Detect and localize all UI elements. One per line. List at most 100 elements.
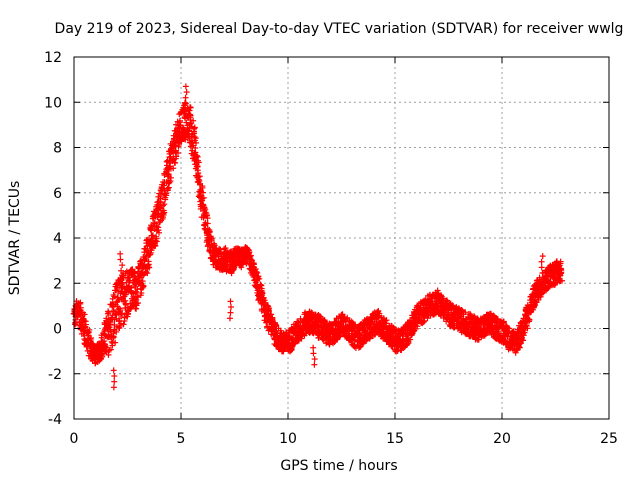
- data-point: [227, 298, 234, 305]
- data-point: [163, 158, 170, 165]
- data-point: [228, 304, 235, 311]
- data-point: [110, 291, 117, 298]
- x-tick-label: 15: [386, 431, 404, 447]
- x-tick-label: 10: [279, 431, 297, 447]
- data-point: [85, 328, 92, 335]
- data-point: [538, 264, 545, 271]
- data-point: [121, 317, 128, 324]
- data-point: [105, 351, 112, 358]
- data-point: [132, 305, 139, 312]
- y-tick-label: 0: [53, 322, 62, 338]
- x-tick-label: 20: [493, 431, 511, 447]
- data-point: [112, 339, 119, 346]
- data-point: [147, 249, 154, 256]
- y-tick-label: 8: [53, 141, 62, 157]
- data-point: [141, 256, 148, 263]
- data-point: [143, 268, 150, 275]
- y-axis-label: SDTVAR / TECUs: [7, 181, 23, 296]
- data-point: [157, 195, 164, 202]
- data-point: [113, 328, 120, 335]
- data-point: [538, 258, 545, 265]
- data-point: [182, 83, 189, 90]
- data-point: [114, 298, 121, 305]
- data-point: [161, 201, 168, 208]
- data-point: [310, 344, 317, 351]
- data-point: [77, 299, 84, 306]
- data-point: [160, 207, 167, 214]
- x-tick-label: 0: [70, 431, 79, 447]
- x-tick-label: 25: [600, 431, 618, 447]
- data-point: [162, 190, 169, 197]
- data-point: [140, 283, 147, 290]
- data-point: [82, 318, 89, 325]
- data-point: [311, 356, 318, 363]
- data-point: [160, 202, 167, 209]
- data-point: [148, 247, 155, 254]
- data-point: [117, 311, 124, 318]
- data-point: [82, 323, 89, 330]
- data-point: [132, 290, 139, 297]
- data-point: [123, 313, 130, 320]
- chart-title: Day 219 of 2023, Sidereal Day-to-day VTE…: [55, 21, 624, 37]
- data-point: [117, 276, 124, 283]
- data-point: [153, 238, 160, 245]
- data-point: [120, 321, 127, 328]
- y-tick-label: -4: [48, 412, 62, 428]
- data-point: [165, 171, 172, 178]
- data-point: [226, 315, 233, 322]
- data-point: [145, 261, 152, 268]
- data-point: [172, 159, 179, 166]
- data-point: [81, 311, 88, 318]
- data-point: [162, 194, 169, 201]
- y-tick-label: -2: [48, 367, 62, 383]
- x-axis-label: GPS time / hours: [280, 458, 397, 474]
- data-point: [99, 353, 106, 360]
- data-point: [167, 174, 174, 181]
- data-point: [98, 334, 105, 341]
- data-point: [173, 153, 180, 160]
- data-point: [170, 165, 177, 172]
- data-point: [139, 278, 146, 285]
- data-point: [110, 384, 117, 391]
- data-point: [115, 296, 122, 303]
- data-point: [125, 274, 132, 281]
- data-point: [133, 302, 140, 309]
- data-point: [111, 378, 118, 385]
- data-point: [133, 288, 140, 295]
- data-point: [107, 346, 114, 353]
- data-point: [105, 309, 112, 316]
- data-point: [111, 373, 118, 380]
- y-tick-label: 10: [44, 95, 62, 111]
- data-point: [107, 319, 114, 326]
- data-point: [172, 143, 179, 150]
- y-tick-label: 12: [44, 50, 62, 66]
- data-point: [146, 237, 153, 244]
- axis-ticks: 0 5 10 15 20 25 -4 -2 0 2 4 6 8 10 12: [44, 50, 618, 447]
- data-point: [133, 293, 140, 300]
- data-point: [117, 250, 124, 257]
- data-point: [167, 163, 174, 170]
- data-point: [164, 185, 171, 192]
- data-point: [109, 342, 116, 349]
- data-points: [70, 83, 565, 391]
- data-point: [110, 333, 117, 340]
- data-point: [310, 350, 317, 357]
- data-point: [156, 229, 163, 236]
- data-point: [77, 304, 84, 311]
- x-tick-label: 5: [177, 431, 186, 447]
- data-point: [165, 184, 172, 191]
- data-point: [118, 310, 125, 317]
- data-point: [119, 262, 126, 269]
- data-point: [166, 179, 173, 186]
- data-point: [539, 253, 546, 260]
- data-point: [142, 255, 149, 262]
- data-point: [227, 309, 234, 316]
- data-point: [183, 89, 190, 96]
- data-point: [151, 219, 158, 226]
- data-point: [182, 94, 189, 101]
- y-tick-label: 2: [53, 276, 62, 292]
- data-point: [311, 361, 318, 368]
- y-tick-label: 4: [53, 231, 62, 247]
- data-point: [117, 256, 124, 263]
